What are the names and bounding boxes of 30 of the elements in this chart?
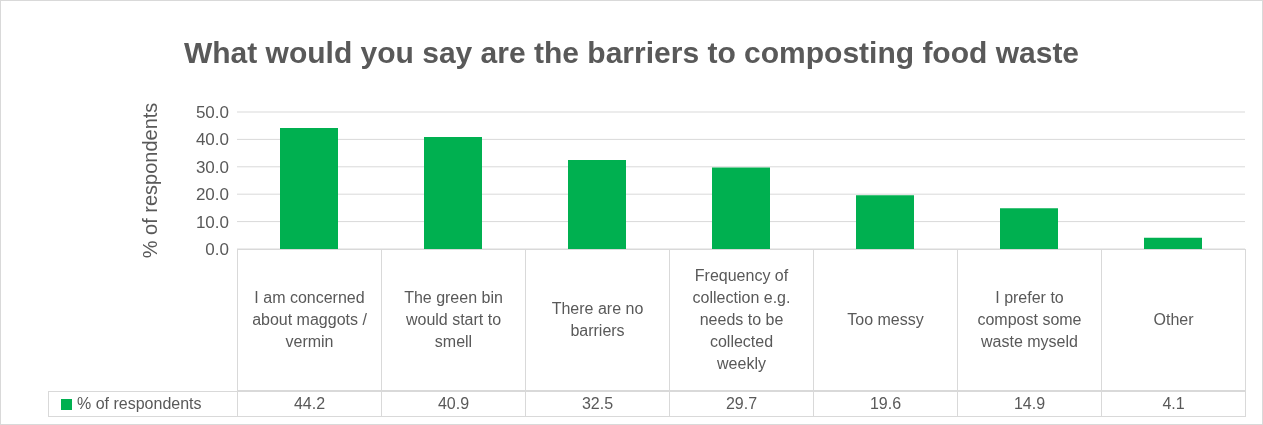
bar — [280, 127, 338, 249]
bar — [712, 167, 770, 249]
y-tick-label: 10.0 — [195, 212, 229, 232]
legend-label: % of respondents — [77, 394, 202, 414]
x-tick-label: I am concerned about maggots / vermin — [237, 249, 382, 391]
x-tick-label: The green bin would start to smell — [381, 249, 526, 391]
x-tick-label: I prefer to compost some waste myseld — [957, 249, 1102, 391]
y-tick-label: 0.0 — [205, 240, 229, 260]
y-tick-label: 40.0 — [195, 130, 229, 150]
y-tick-label: 20.0 — [195, 185, 229, 205]
data-label: 44.2 — [237, 391, 382, 417]
data-label: 19.6 — [813, 391, 958, 417]
data-label: 14.9 — [957, 391, 1102, 417]
chart-title: What would you say are the barriers to composting food waste — [182, 36, 1081, 70]
x-tick-label: Too messy — [813, 249, 958, 391]
y-tick-label: 50.0 — [195, 103, 229, 123]
data-label: 32.5 — [525, 391, 670, 417]
bar — [1000, 208, 1058, 249]
x-tick-label: There are no barriers — [525, 249, 670, 391]
bar — [568, 159, 626, 249]
bar — [1144, 237, 1202, 249]
data-label: 29.7 — [669, 391, 814, 417]
x-tick-label: Frequency of collection e.g. needs to be collected weekly — [669, 249, 814, 391]
bar — [424, 136, 482, 249]
x-tick-label: Other — [1101, 249, 1246, 391]
data-label: 40.9 — [381, 391, 526, 417]
bar — [856, 195, 914, 249]
y-tick-label: 30.0 — [195, 157, 229, 177]
data-label: 4.1 — [1101, 391, 1246, 417]
y-axis-title: % of respondents — [139, 102, 162, 259]
